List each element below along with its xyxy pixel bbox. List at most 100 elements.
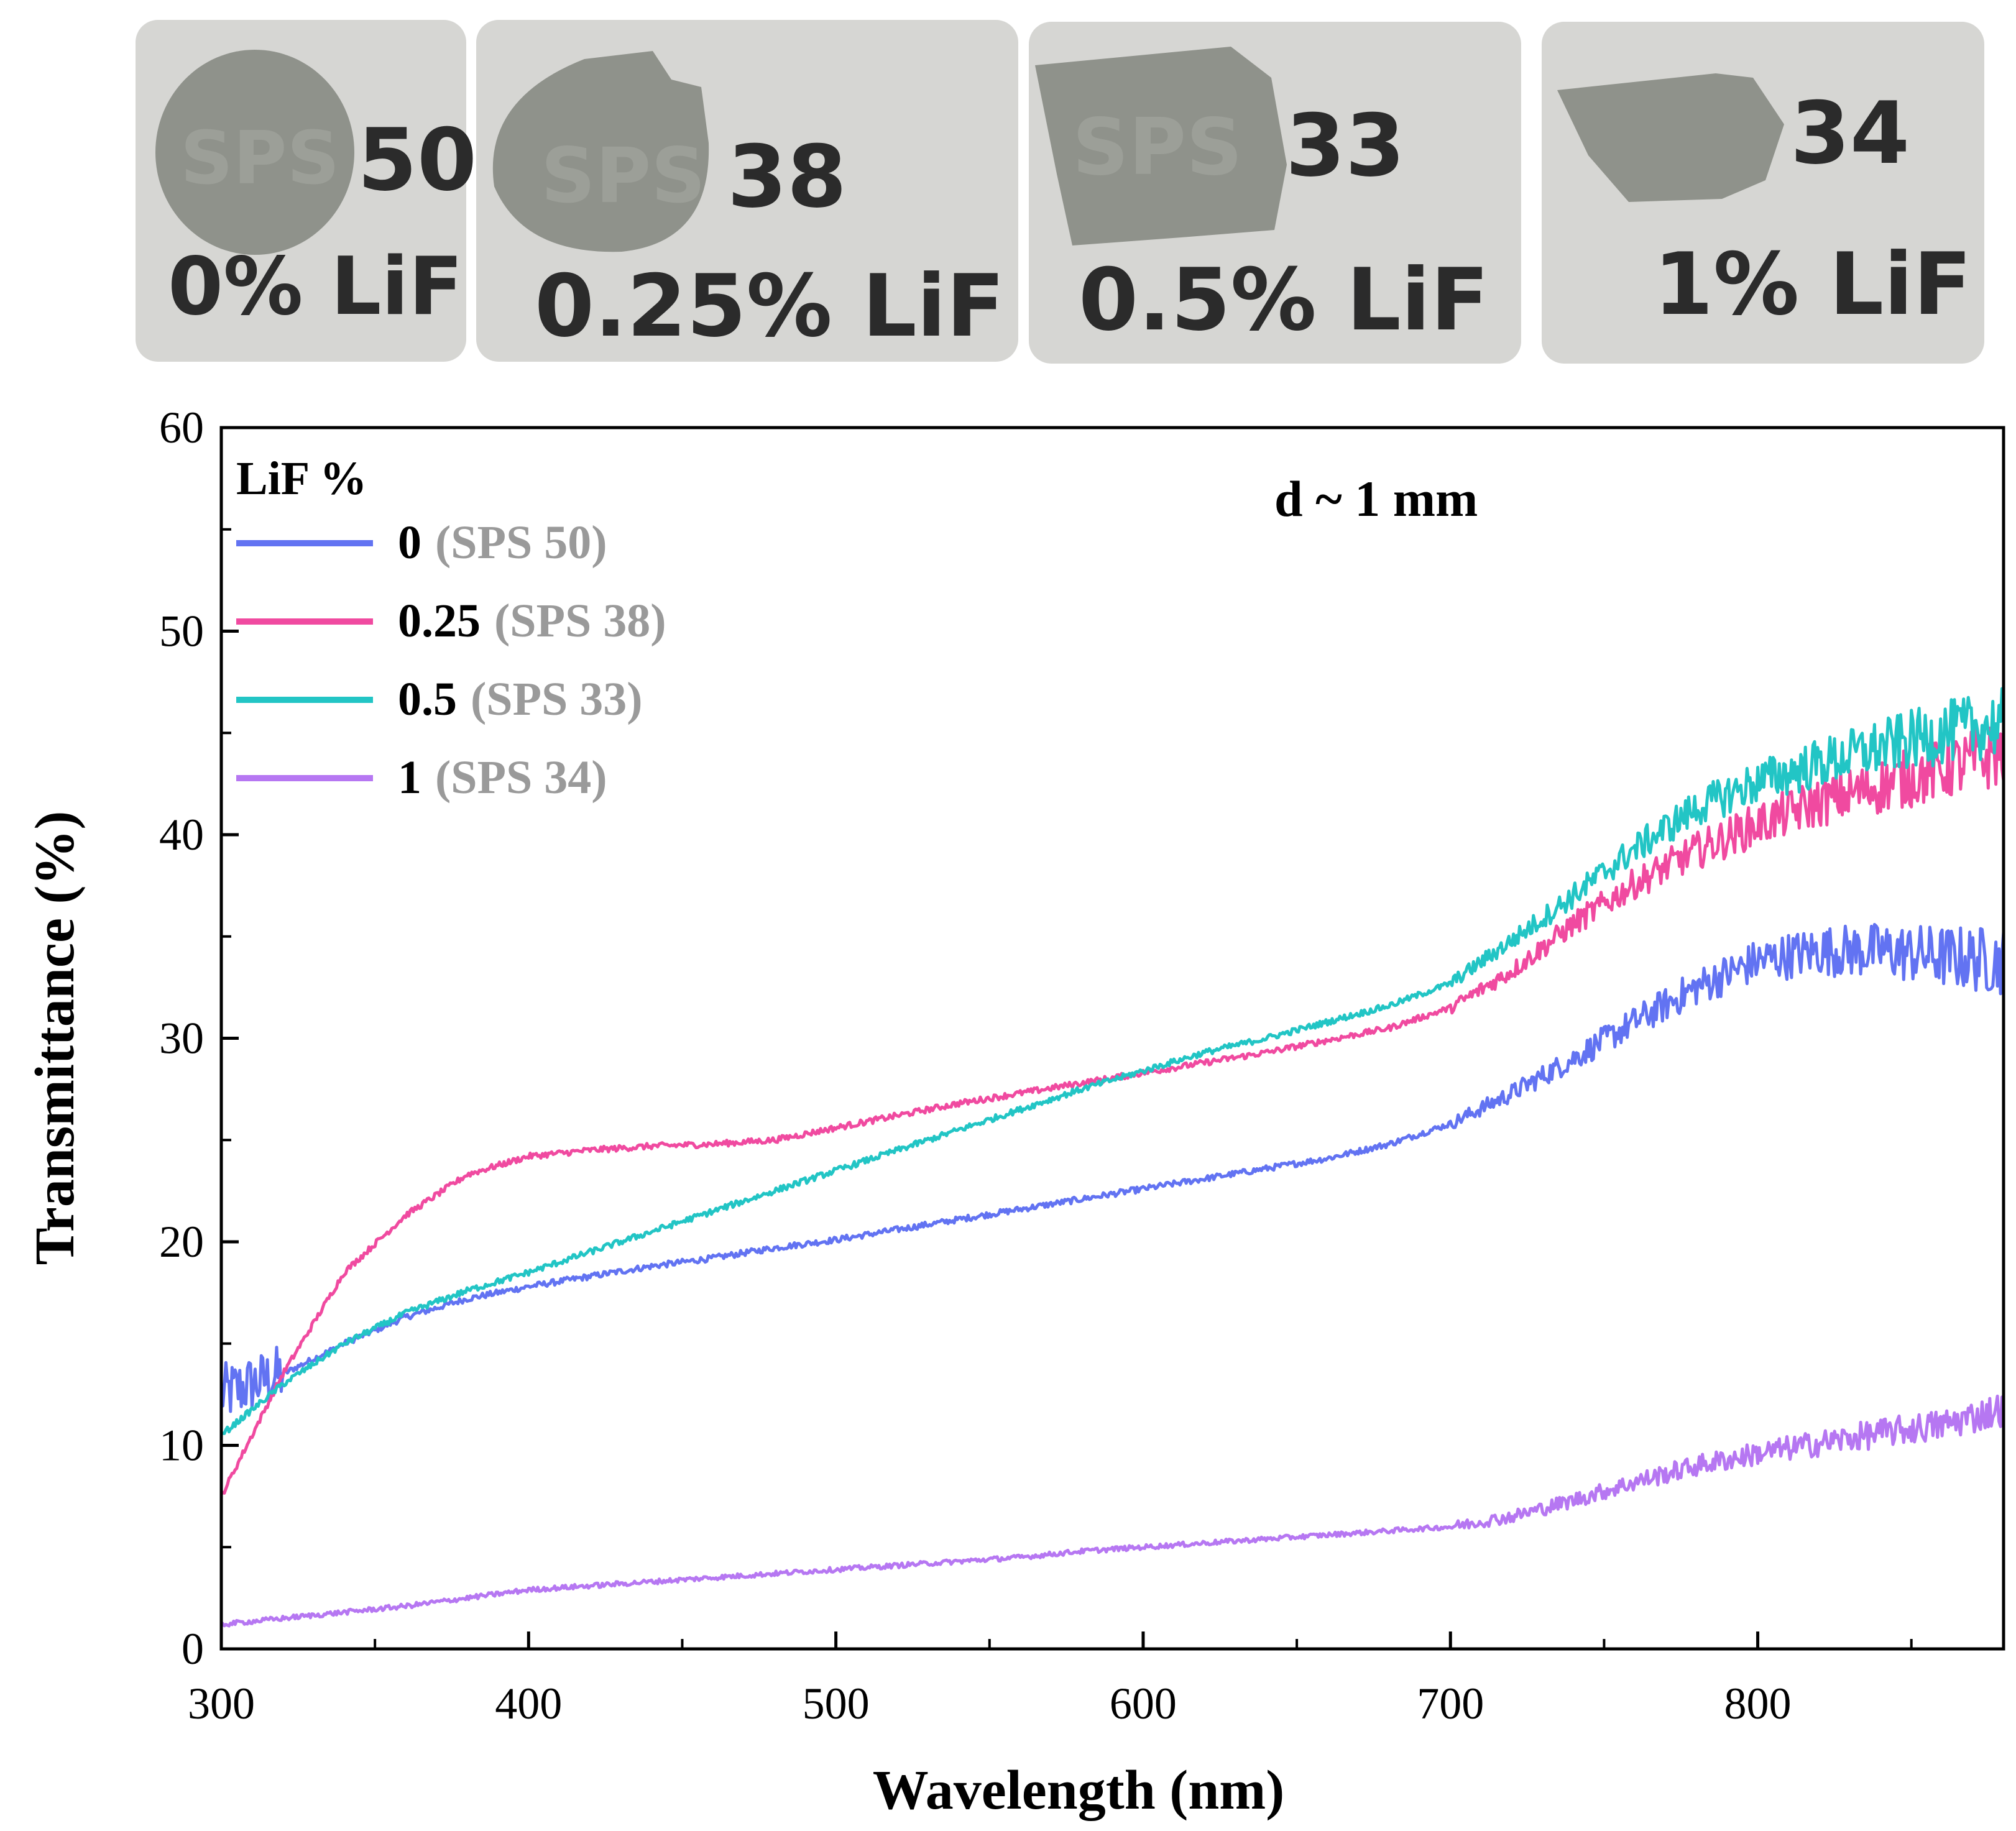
x-tick-label: 600	[1110, 1679, 1177, 1728]
photo-sps50: SPS 50 0% LiF	[136, 20, 477, 362]
series-0	[221, 923, 2004, 1413]
data-point	[466, 1173, 468, 1175]
data-point	[1511, 970, 1513, 972]
data-point	[1081, 1082, 1083, 1084]
data-point	[1880, 746, 1882, 748]
data-point	[1388, 1143, 1390, 1145]
legend-entry: 0.5 (SPS 33)	[236, 673, 643, 725]
legend-label: 0.5 (SPS 33)	[398, 673, 643, 725]
legend-label: 1 (SPS 34)	[398, 751, 607, 804]
thickness-annotation: d ~ 1 mm	[1274, 470, 1478, 527]
legend-label: 0 (SPS 50)	[398, 516, 607, 569]
pellet-sps-text: SPS	[541, 132, 706, 220]
data-point	[651, 1265, 653, 1267]
data-point	[1204, 1542, 1205, 1544]
data-point	[651, 1231, 653, 1232]
data-point	[1388, 1530, 1390, 1532]
series-layer	[221, 687, 2004, 1628]
pellet-sps-text: SPS	[1072, 101, 1243, 193]
data-point	[712, 1577, 714, 1579]
x-tick-label: 500	[803, 1679, 870, 1728]
data-point	[1634, 1021, 1636, 1023]
legend-entry: 0.25 (SPS 38)	[236, 595, 666, 647]
data-point	[896, 1149, 898, 1151]
series-line	[221, 1394, 2004, 1628]
data-point	[1634, 848, 1636, 850]
series-1	[221, 1394, 2004, 1628]
data-point	[1327, 1021, 1328, 1023]
data-point	[282, 1617, 283, 1619]
data-point	[1941, 1424, 1943, 1426]
data-point	[1941, 769, 1943, 771]
series-0_5	[221, 687, 2004, 1435]
data-point	[405, 1214, 407, 1216]
data-point	[1204, 1062, 1205, 1063]
data-point	[589, 1275, 591, 1277]
photo-number: 33	[1286, 96, 1405, 196]
data-point	[528, 1155, 530, 1157]
data-point	[1081, 1088, 1083, 1090]
pellet-shard	[1035, 47, 1287, 246]
legend-entry: 1 (SPS 34)	[236, 751, 607, 804]
data-point	[1204, 1052, 1205, 1053]
pellet-sps-text: SPS	[180, 115, 339, 201]
data-point	[1818, 1443, 1820, 1444]
x-axis-title: Wavelength (nm)	[873, 1760, 1284, 1821]
pellet-disc	[155, 50, 354, 255]
data-point	[1450, 1007, 1452, 1009]
data-point	[466, 1298, 468, 1300]
data-point	[589, 1149, 591, 1151]
legend: LiF % 0 (SPS 50) 0.25 (SPS 38) 0.5 (SPS 33) 1(…	[236, 452, 666, 804]
series-line	[221, 727, 2004, 1495]
data-point	[1142, 1070, 1144, 1072]
data-point	[466, 1290, 468, 1292]
data-point	[835, 1569, 837, 1571]
data-point	[773, 1247, 775, 1249]
data-point	[282, 1384, 283, 1385]
data-point	[1020, 1556, 1021, 1558]
data-point	[1757, 960, 1759, 962]
data-point	[1572, 1058, 1574, 1060]
data-point	[1572, 1499, 1574, 1501]
data-point	[1265, 1052, 1267, 1053]
data-point	[1757, 781, 1759, 782]
data-point	[1388, 1027, 1390, 1029]
data-point	[1634, 1481, 1636, 1483]
data-point	[1327, 1039, 1328, 1041]
data-point	[958, 1218, 960, 1220]
data-point	[405, 1316, 407, 1318]
data-point	[773, 1190, 775, 1192]
data-point	[1450, 983, 1452, 984]
data-point	[528, 1272, 530, 1273]
data-point	[1941, 956, 1943, 958]
data-point	[1880, 950, 1882, 952]
axis-ticks	[219, 426, 1913, 1651]
data-point	[1020, 1109, 1021, 1111]
data-point	[1757, 824, 1759, 825]
photo-number: 50	[357, 110, 477, 210]
data-point	[712, 1257, 714, 1259]
data-point	[896, 1114, 898, 1116]
data-point	[1327, 1157, 1328, 1159]
photo-caption: 1% LiF	[1654, 234, 1972, 334]
data-point	[528, 1286, 530, 1288]
x-tick-label: 700	[1417, 1679, 1484, 1728]
x-tick-label: 800	[1724, 1679, 1792, 1728]
data-point	[1511, 940, 1513, 942]
data-point	[466, 1597, 468, 1599]
photo-sps34: 34 1% LiF	[1542, 22, 1984, 364]
data-point	[1265, 1037, 1267, 1039]
legend-label: 0.25 (SPS 38)	[398, 595, 666, 647]
data-point	[1695, 850, 1697, 852]
data-point	[1388, 1005, 1390, 1007]
y-axis-title: Transmittance (%)	[24, 811, 86, 1265]
data-point	[589, 1251, 591, 1253]
y-tick-label: 0	[182, 1624, 204, 1674]
x-tick-label: 300	[188, 1679, 255, 1728]
data-point	[1204, 1178, 1205, 1180]
series-line	[221, 687, 2004, 1435]
series-line	[221, 923, 2004, 1413]
data-point	[1695, 1465, 1697, 1467]
data-point	[343, 1342, 345, 1344]
